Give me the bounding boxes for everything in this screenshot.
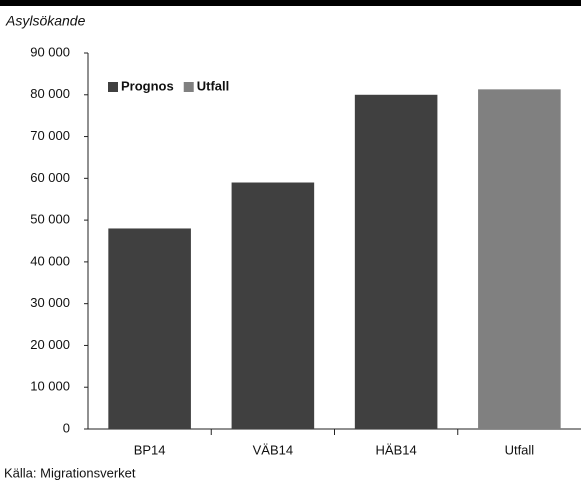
y-tick-label: 70 000 [30,128,70,143]
x-tick-label: BP14 [134,442,166,457]
legend-label: Utfall [197,78,230,93]
x-tick-label: HÄB14 [376,442,417,457]
y-tick-label: 20 000 [30,337,70,352]
legend-label: Prognos [121,78,174,93]
legend-swatch [108,82,118,92]
y-tick-label: 60 000 [30,170,70,185]
x-tick-label: Utfall [505,442,535,457]
bar [478,89,561,429]
axis-subtitle: Asylsökande [5,13,86,29]
y-tick-label: 0 [63,420,70,435]
source: Källa: Migrationsverket [4,465,136,480]
legend-swatch [183,82,194,92]
y-tick-label: 10 000 [30,379,70,394]
y-tick-label: 30 000 [30,295,70,310]
y-tick-label: 90 000 [30,44,70,59]
header-band [0,0,581,6]
y-tick-label: 40 000 [30,253,70,268]
y-tick-label: 80 000 [30,86,70,101]
y-tick-label: 50 000 [30,212,70,227]
bar [231,182,315,429]
bar [354,94,438,430]
x-tick-label: VÄB14 [253,442,293,457]
bar [108,228,191,429]
